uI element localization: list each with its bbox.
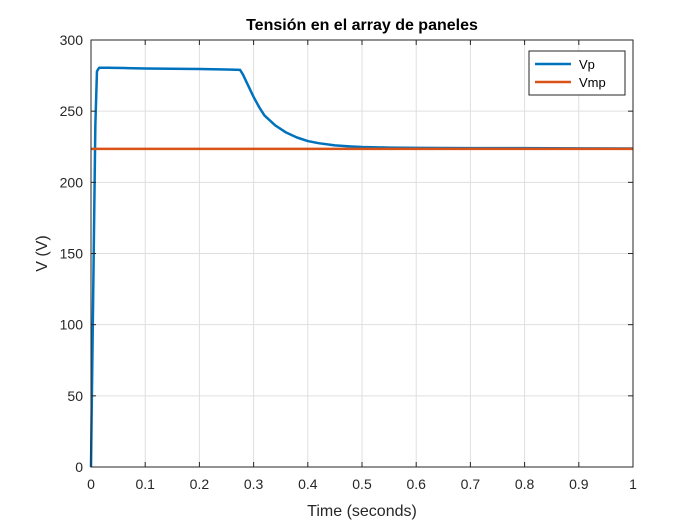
legend: Vp Vmp bbox=[528, 50, 626, 96]
y-tick-label: 200 bbox=[60, 174, 84, 190]
x-tick-label: 0.2 bbox=[190, 476, 210, 492]
y-tick-label: 250 bbox=[60, 103, 84, 119]
x-tick-label: 0.5 bbox=[352, 476, 372, 492]
x-tick-label: 0.8 bbox=[515, 476, 535, 492]
x-tick-label: 0.3 bbox=[244, 476, 264, 492]
x-tick-label: 0.1 bbox=[135, 476, 155, 492]
y-axis-label: V (V) bbox=[34, 235, 51, 271]
x-tick-label: 0.6 bbox=[406, 476, 426, 492]
x-tick-label: 0.4 bbox=[298, 476, 318, 492]
legend-label-vmp: Vmp bbox=[579, 75, 606, 90]
y-tick-label: 300 bbox=[60, 32, 84, 48]
legend-label-vp: Vp bbox=[579, 57, 595, 72]
series-layer bbox=[89, 66, 634, 468]
y-tick-label: 150 bbox=[60, 246, 84, 262]
chart-title: Tensión en el array de paneles bbox=[246, 17, 478, 34]
y-tick-label: 100 bbox=[60, 317, 84, 333]
x-axis-label: Time (seconds) bbox=[307, 503, 417, 520]
x-tick-label: 0 bbox=[87, 476, 95, 492]
axis-ticks: 0 0.1 0.2 0.3 0.4 0.5 0.6 0.7 0.8 0.9 1 0 50 100 150 20… bbox=[60, 32, 637, 492]
x-tick-label: 0.7 bbox=[461, 476, 481, 492]
x-tick-label: 1 bbox=[629, 476, 637, 492]
x-tick-label: 0.9 bbox=[569, 476, 589, 492]
y-tick-label: 0 bbox=[75, 459, 83, 475]
legend-box bbox=[528, 50, 626, 96]
y-tick-label: 50 bbox=[67, 388, 83, 404]
